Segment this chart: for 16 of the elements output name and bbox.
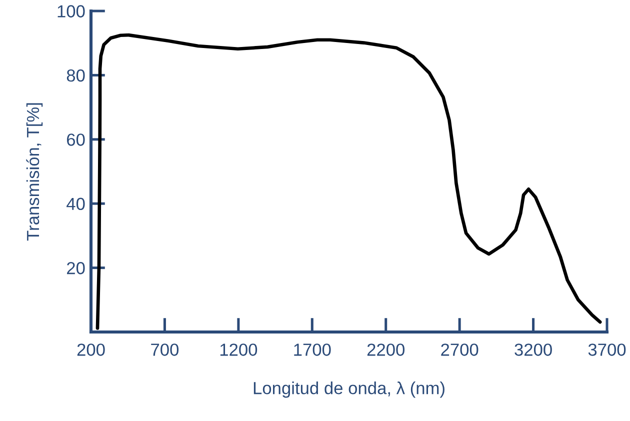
x-tick-label: 3700 <box>588 344 626 356</box>
x-tick-label: 2200 <box>367 344 404 356</box>
x-tick-label: 1200 <box>220 344 258 356</box>
x-tick-label: 200 <box>77 344 105 356</box>
y-tick-label: 80 <box>66 69 85 82</box>
x-tick-label: 2700 <box>441 344 478 356</box>
y-tick-label: 100 <box>58 5 85 18</box>
y-axis-title: Transmisión, T[%] <box>26 103 43 241</box>
x-axis-title: Longitud de onda, λ (nm) <box>254 382 444 398</box>
y-tick-label: 40 <box>66 198 85 210</box>
x-tick-label: 3200 <box>514 344 552 356</box>
x-tick-label: 1700 <box>294 344 331 356</box>
x-tick-label: 700 <box>151 344 179 356</box>
y-tick-label: 20 <box>67 262 85 274</box>
line-series <box>96 33 602 330</box>
y-tick-label: 60 <box>67 134 85 146</box>
